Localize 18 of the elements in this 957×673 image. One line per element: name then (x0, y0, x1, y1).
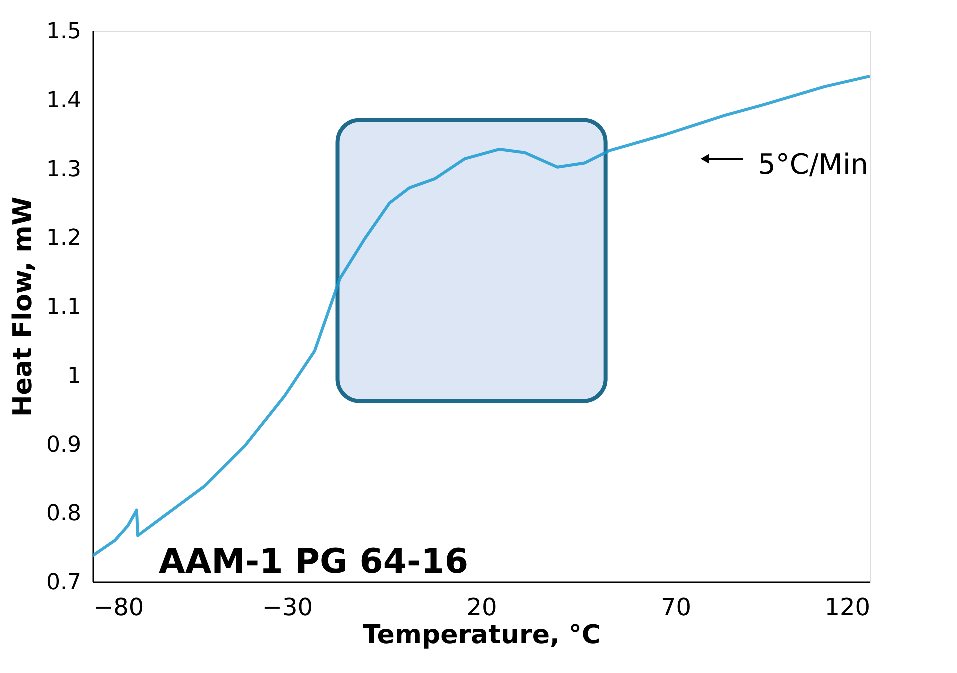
y-tick-label: 0.7 (46, 570, 82, 596)
y-tick-label: 1.5 (46, 20, 82, 44)
annotation: AAM-1 PG 64-16 (159, 542, 468, 582)
y-tick-label: 0.8 (46, 502, 82, 527)
y-tick-label: 1.2 (46, 226, 82, 252)
x-tick-label: 70 (660, 594, 692, 622)
y-tick-label: 1 (68, 364, 82, 389)
y-tick-label: 0.9 (46, 432, 82, 458)
x-axis-title: Temperature, °C (362, 620, 602, 650)
y-tick-label: 1.4 (46, 88, 82, 114)
x-tick-label: −30 (262, 594, 314, 622)
x-tick-label: −80 (94, 594, 144, 622)
y-axis-title: Heat Flow, mW (8, 196, 39, 418)
y-tick-label: 1.1 (46, 295, 82, 320)
y-tick-label: 1.3 (46, 157, 82, 182)
x-tick-label: 20 (466, 594, 498, 622)
x-tick-label: 120 (824, 594, 870, 622)
annotation: 5°C/Min (758, 148, 868, 181)
